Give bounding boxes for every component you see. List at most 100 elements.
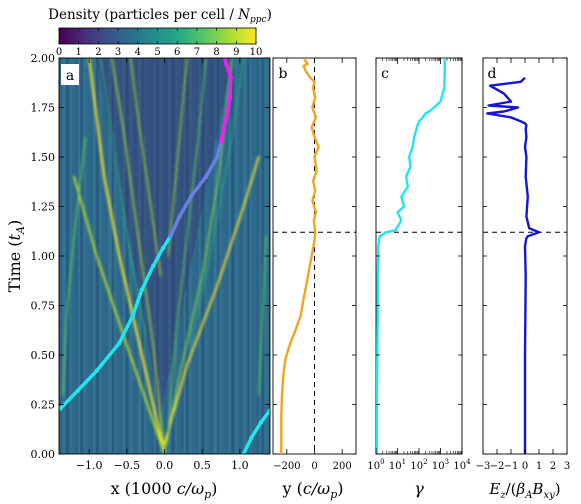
- panel-b-xlabel-var: c/ω: [303, 479, 330, 498]
- trajectory-point: [215, 154, 220, 160]
- trajectory-point: [188, 194, 194, 199]
- trajectory-point: [177, 214, 182, 219]
- trajectory-point: [228, 75, 234, 81]
- panel-d-xtick-label: 0: [522, 461, 528, 472]
- colorbar-title-sub: ppc: [250, 15, 267, 25]
- panel-c-xlabel: γ: [414, 479, 424, 498]
- trajectory-point: [224, 61, 229, 67]
- density-filament: [163, 156, 260, 445]
- density-streak: [196, 58, 200, 454]
- panel-a-ylabel-var: t: [5, 233, 24, 240]
- colorbar-tick-label: 10: [250, 47, 263, 58]
- colorbar-ticks: 0 1 2 3 4 5 6 7 8 9 10: [56, 28, 263, 58]
- colorbar-title: Density (particles per cell / Nppc): [48, 7, 272, 25]
- colorbar-tick-label: 5: [154, 47, 160, 58]
- panel-d-xlabel-a: E: [488, 480, 500, 498]
- trajectory-point: [218, 138, 224, 144]
- panel-d-xlabel-close: ): [555, 480, 561, 498]
- panel-c: c 100 101 102 103 104 γ: [367, 57, 471, 498]
- density-streak: [217, 58, 221, 454]
- panel-a-xlabel-var: c/ω: [177, 479, 204, 498]
- panel-c-xtick-label: 103: [432, 458, 449, 472]
- panel-d-xlabel-b: β: [516, 480, 526, 498]
- panel-a-xlabel-pre: x (1000: [111, 479, 177, 498]
- density-streak: [90, 58, 94, 454]
- panel-a-ylabel-sub: A: [14, 226, 27, 235]
- panel-c-xtick-label: 104: [453, 458, 471, 472]
- panel-a-xtick-label: 0.0: [156, 459, 174, 472]
- panel-b-xlabel-sub: p: [330, 488, 337, 501]
- panel-d-label: d: [488, 66, 497, 82]
- density-streak: [120, 58, 124, 454]
- density-streak: [168, 58, 171, 454]
- trajectory-point: [168, 234, 173, 239]
- trajectory-point: [248, 435, 254, 441]
- colorbar-tick-label: 8: [213, 47, 219, 58]
- panel-d-xtick-label: −3: [476, 461, 491, 472]
- panel-c-frame: [375, 57, 463, 455]
- panel-c-label: c: [381, 66, 389, 82]
- colorbar-tick-label: 4: [135, 47, 141, 58]
- panel-b-xlabel-post: ): [337, 479, 343, 498]
- panel-a-label: a: [66, 68, 74, 84]
- panel-a-ytick-label: 0.25: [31, 399, 56, 412]
- panel-a-ylabel: Time (tA): [5, 220, 27, 292]
- density-streak: [192, 58, 196, 454]
- trajectory-point: [94, 368, 99, 374]
- density-streak: [99, 58, 103, 454]
- panel-a-xtick-label: −0.5: [113, 459, 140, 472]
- density-filament: [190, 58, 245, 346]
- colorbar-title-main: Density (particles per cell /: [48, 7, 238, 23]
- density-streak: [259, 58, 263, 454]
- colorbar-tick-label: 6: [174, 47, 180, 58]
- colorbar-tick-label: 7: [194, 47, 200, 58]
- density-streak: [185, 58, 189, 454]
- density-streak: [171, 58, 175, 454]
- panel-d-xtick-label: −2: [490, 461, 505, 472]
- density-streak: [256, 58, 259, 454]
- density-streak: [219, 58, 222, 454]
- panel-b-series-line: [280, 58, 320, 454]
- panel-c-xtick-label: 100: [367, 458, 384, 472]
- density-streak: [240, 58, 243, 454]
- colorbar: Density (particles per cell / Nppc) 0 1 2 3…: [48, 7, 272, 58]
- panel-a-ytick-label: 1.00: [31, 250, 56, 263]
- density-filament: [62, 136, 87, 396]
- density-streak: [125, 58, 129, 454]
- density-filament: [167, 58, 188, 257]
- trajectory-point: [241, 451, 246, 454]
- panel-c-xtick-base: 10: [453, 461, 466, 472]
- density-streak: [175, 58, 178, 454]
- trajectory-point: [258, 420, 264, 425]
- trajectory-segment: [241, 408, 270, 454]
- density-filament: [163, 58, 234, 454]
- colorbar-tick-label: 1: [76, 47, 82, 58]
- density-streak: [176, 58, 180, 454]
- density-streak: [261, 58, 264, 454]
- panel-a-ytick-label: 2.00: [31, 52, 56, 65]
- panel-c-xtick-label: 102: [410, 458, 427, 472]
- trajectory-point: [203, 174, 209, 179]
- density-streak: [74, 58, 78, 454]
- trajectory-point: [227, 95, 233, 100]
- density-filament: [258, 235, 267, 396]
- panel-d-xlabel: Ez/(βABxy): [488, 480, 560, 501]
- density-streak: [87, 58, 90, 454]
- density-streak: [147, 58, 150, 454]
- panel-a-ytick-label: 1.75: [31, 102, 56, 115]
- panel-d-xlabel-c-sub: xy: [543, 490, 555, 501]
- panel-c-xtick-exp: 1: [402, 458, 406, 466]
- panel-d-xlabel-mid: /(: [506, 480, 517, 498]
- trajectory-point: [130, 313, 136, 318]
- density-streak: [133, 58, 136, 454]
- density-filaments: [62, 58, 267, 454]
- density-streak: [66, 58, 69, 454]
- colorbar-tick-label: 2: [95, 47, 101, 58]
- panel-a-xlabel-sub: p: [204, 488, 211, 501]
- colorbar-title-var: N: [237, 7, 251, 23]
- panel-d: d −3 −2 −1 0 1 2 3 Ez/(βABxy): [476, 57, 570, 501]
- colorbar-title-close: ): [267, 7, 272, 23]
- panel-c-xtick-base: 10: [410, 461, 423, 472]
- density-streak: [213, 58, 217, 454]
